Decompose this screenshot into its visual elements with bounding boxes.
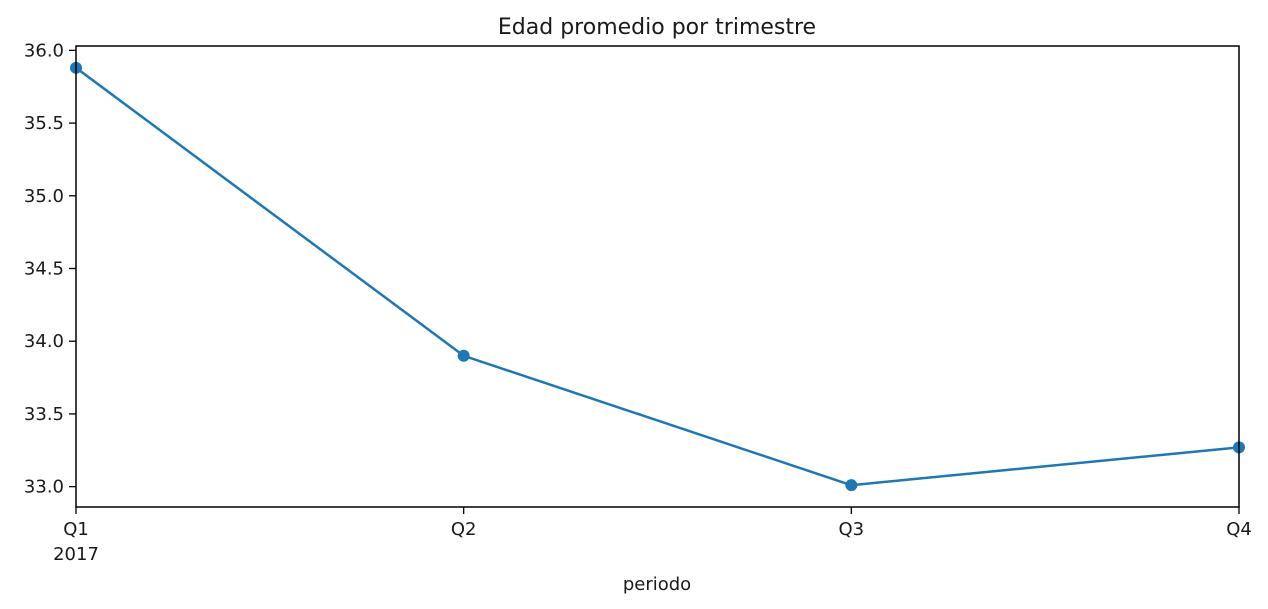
y-tick-label: 33.0	[24, 477, 64, 498]
x-tick-label: Q2	[451, 519, 477, 540]
y-tick-label: 33.5	[24, 404, 64, 425]
series-line	[75, 66, 1240, 487]
x-axis-label: periodo	[623, 574, 691, 595]
y-tick-label: 35.5	[24, 113, 64, 134]
y-tick-label: 35.0	[24, 186, 64, 207]
x-tick-label: Q3	[839, 519, 865, 540]
chart-title: Edad promedio por trimestre	[498, 15, 816, 40]
x-tick-label: Q1	[63, 519, 89, 540]
y-tick-label: 34.5	[24, 259, 64, 280]
y-tick-label: 36.0	[24, 40, 64, 61]
y-axis-ticks: 33.0 33.5 34.0 34.5 35.0 35.5 36.0	[24, 40, 76, 498]
data-point	[845, 479, 858, 492]
x-tick-label: Q4	[1226, 519, 1252, 540]
y-tick-label: 34.0	[24, 331, 64, 352]
x-tick-year-label: 2017	[53, 544, 99, 565]
x-axis-ticks: Q1 Q2 Q3 Q4 2017	[53, 507, 1252, 565]
plot-frame	[75, 45, 1240, 508]
data-point	[457, 349, 470, 362]
